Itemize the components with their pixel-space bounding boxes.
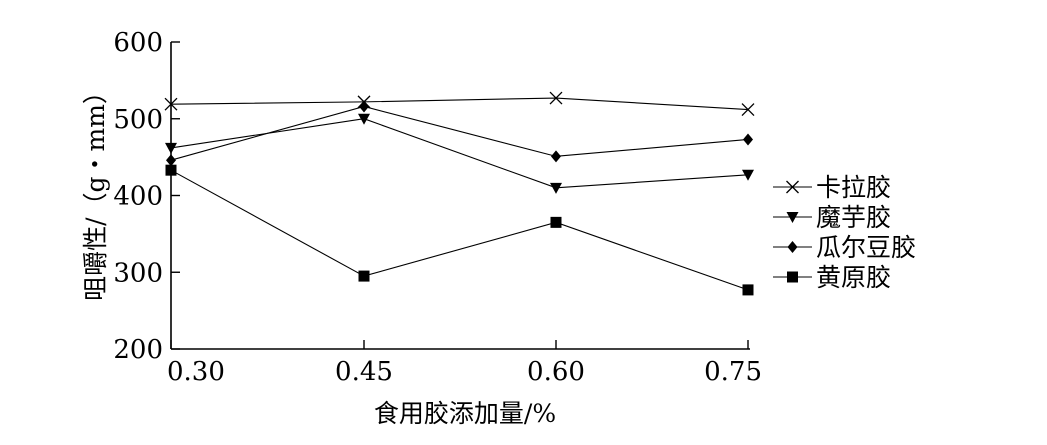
y-tick-label: 300 <box>113 258 163 288</box>
legend-item: 黄原胶 <box>773 263 891 292</box>
series-line-2 <box>170 118 749 189</box>
series-markers <box>164 91 755 296</box>
legend-label: 瓜尔豆胶 <box>816 233 916 262</box>
legend-label: 卡拉胶 <box>816 173 891 202</box>
y-axis-ticks: 200 300 400 500 600 <box>113 28 180 365</box>
data-point <box>164 97 178 111</box>
data-point <box>358 270 370 282</box>
data-point <box>550 216 562 228</box>
data-point <box>742 284 754 296</box>
y-axis-title: 咀嚼性/（g・mm） <box>81 79 110 301</box>
data-point <box>550 182 562 194</box>
series-lines <box>170 97 749 291</box>
x-tick-label: 0.75 <box>704 357 762 387</box>
legend-item: 魔芋胶 <box>773 203 891 232</box>
series-line-1 <box>170 97 749 111</box>
legend-marker <box>787 241 798 253</box>
data-point <box>549 91 563 105</box>
legend-label: 魔芋胶 <box>816 203 891 232</box>
y-tick-label: 400 <box>113 182 163 212</box>
x-axis-ticks: 0.30 0.45 0.60 0.75 <box>167 340 762 387</box>
data-point <box>743 133 753 146</box>
y-tick-label: 600 <box>113 28 163 58</box>
data-point <box>359 100 369 113</box>
legend-label: 黄原胶 <box>816 263 891 292</box>
legend-item: 瓜尔豆胶 <box>773 233 916 262</box>
data-point <box>358 113 370 125</box>
series-line-4 <box>170 169 749 291</box>
data-point <box>165 164 177 176</box>
data-point <box>165 142 177 154</box>
axes <box>170 42 750 350</box>
legend-marker <box>787 271 798 283</box>
data-point <box>742 169 754 181</box>
legend-marker <box>786 180 799 194</box>
data-point <box>551 150 561 163</box>
series-line-3 <box>170 105 749 161</box>
x-tick-label: 0.45 <box>335 357 393 387</box>
y-tick-label: 200 <box>113 335 163 365</box>
legend-marker <box>786 212 799 223</box>
x-axis-title: 食用胶添加量/% <box>374 399 556 428</box>
data-point <box>741 103 755 116</box>
data-point <box>166 154 176 167</box>
x-tick-label: 0.60 <box>527 357 585 387</box>
y-tick-label: 500 <box>113 105 163 135</box>
legend-item: 卡拉胶 <box>773 173 891 202</box>
x-tick-label: 0.30 <box>167 357 225 387</box>
